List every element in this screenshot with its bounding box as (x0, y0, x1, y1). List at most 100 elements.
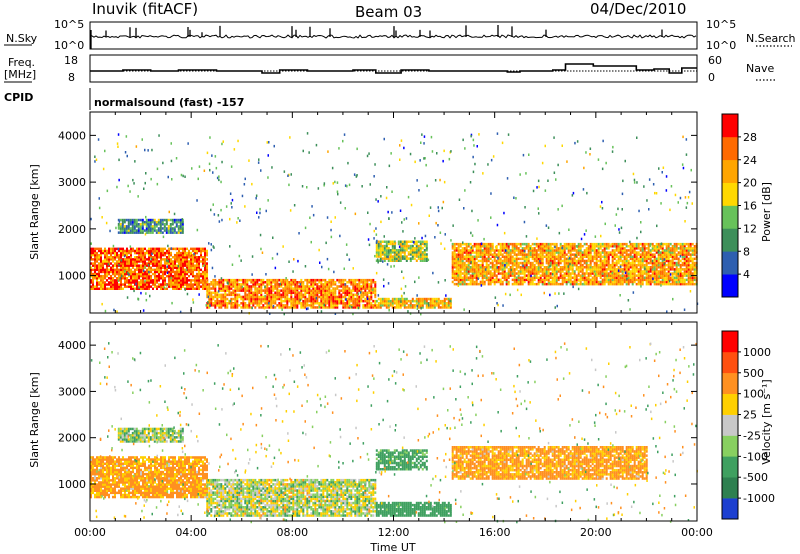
heatmap-cell (413, 299, 416, 303)
heatmap-cell (160, 274, 162, 278)
heatmap-cell (124, 262, 126, 265)
heatmap-cell (324, 302, 327, 305)
heatmap-cell (282, 283, 285, 286)
heatmap-cell (621, 245, 624, 248)
heatmap-cell (168, 247, 170, 251)
heatmap-cell (230, 291, 233, 294)
heatmap-cell (168, 279, 170, 282)
heatmap-cell (145, 223, 148, 226)
heatmap-cell (106, 274, 108, 278)
heatmap-cell (577, 245, 580, 248)
heatmap-cell (451, 268, 454, 271)
heatmap-cell (517, 242, 520, 246)
heatmap-cell (531, 247, 534, 250)
heatmap-cell (491, 255, 494, 258)
heatmap-cell (108, 251, 110, 255)
heatmap-cell (553, 259, 556, 263)
heatmap-cell (415, 244, 418, 248)
heatmap-cell (471, 270, 474, 273)
heatmap-cell (318, 304, 321, 307)
heatmap-cell (172, 266, 174, 269)
heatmap-cell (204, 260, 206, 263)
heatmap-cell (547, 270, 550, 273)
heatmap-cell (184, 281, 186, 284)
heatmap-cell (487, 255, 490, 258)
heatmap-cell (689, 245, 692, 248)
heatmap-cell (501, 249, 504, 252)
heatmap-cell (537, 272, 540, 275)
heatmap-cell (124, 258, 126, 261)
heatmap-cell (519, 251, 522, 254)
heatmap-cell (110, 281, 112, 284)
heatmap-cell (625, 257, 628, 261)
heatmap-cell (118, 260, 120, 263)
heatmap-cell (477, 253, 480, 256)
heatmap-cell (194, 287, 196, 290)
heatmap-cell (290, 287, 293, 290)
heatmap-cell (159, 218, 162, 222)
heatmap-cell (649, 259, 652, 263)
heatmap-cell (100, 249, 102, 253)
heatmap-cell (192, 253, 194, 257)
heatmap-cell (603, 270, 606, 273)
heatmap-cell (569, 242, 572, 246)
heatmap-cell (667, 276, 670, 279)
heatmap-cell (108, 247, 110, 251)
heatmap-cell (595, 253, 598, 256)
heatmap-cell (117, 218, 120, 222)
heatmap-cell (192, 264, 194, 267)
heatmap-cell (294, 285, 297, 288)
heatmap-cell (639, 255, 642, 258)
heatmap-cell (589, 249, 592, 252)
heatmap-cell (186, 266, 188, 269)
heatmap-cell (354, 302, 357, 305)
heatmap-cell (214, 302, 217, 305)
heatmap-cell (503, 255, 506, 258)
heatmap-cell (601, 263, 604, 267)
heatmap-cell (383, 251, 386, 254)
heatmap-cell (260, 291, 263, 294)
heatmap-cell (665, 257, 668, 261)
heatmap-cell (549, 274, 552, 277)
heatmap-cell (145, 218, 148, 222)
heatmap-cell (389, 302, 392, 305)
heatmap-cell (525, 274, 528, 277)
heatmap-cell (190, 260, 192, 263)
heatmap-cell (489, 270, 492, 273)
heatmap-cell (158, 253, 160, 257)
heatmap-cell (150, 268, 152, 272)
heatmap-cell (296, 285, 299, 288)
heatmap-cell (511, 266, 514, 269)
heatmap-cell (475, 280, 478, 284)
heatmap-cell (649, 251, 652, 254)
heatmap-cell (358, 304, 361, 307)
heatmap-cell (374, 302, 377, 305)
heatmap-cell (130, 260, 132, 263)
scatter-cell (452, 224, 454, 227)
nave-tick-top: 60 (708, 54, 722, 67)
heatmap-cell (635, 278, 638, 282)
heatmap-cell (145, 229, 148, 232)
heatmap-cell (671, 272, 674, 275)
heatmap-cell (491, 247, 494, 250)
scatter-cell (666, 310, 668, 313)
heatmap-cell (152, 281, 154, 284)
heatmap-cell (196, 251, 198, 255)
heatmap-cell (455, 270, 458, 273)
heatmap-cell (173, 218, 176, 222)
heatmap-cell (126, 256, 128, 259)
heatmap-cell (168, 285, 170, 288)
heatmap-cell (270, 285, 273, 288)
heatmap-cell (587, 247, 590, 250)
heatmap-cell (617, 278, 620, 282)
heatmap-cell (481, 278, 484, 282)
heatmap-cell (366, 306, 369, 309)
heatmap-cell (673, 270, 676, 273)
heatmap-cell (116, 285, 118, 288)
heatmap-cell (533, 255, 536, 258)
heatmap-cell (569, 255, 572, 258)
heatmap-cell (202, 274, 204, 278)
heatmap-cell (623, 278, 626, 282)
heatmap-cell (194, 258, 196, 261)
heatmap-cell (559, 245, 562, 248)
